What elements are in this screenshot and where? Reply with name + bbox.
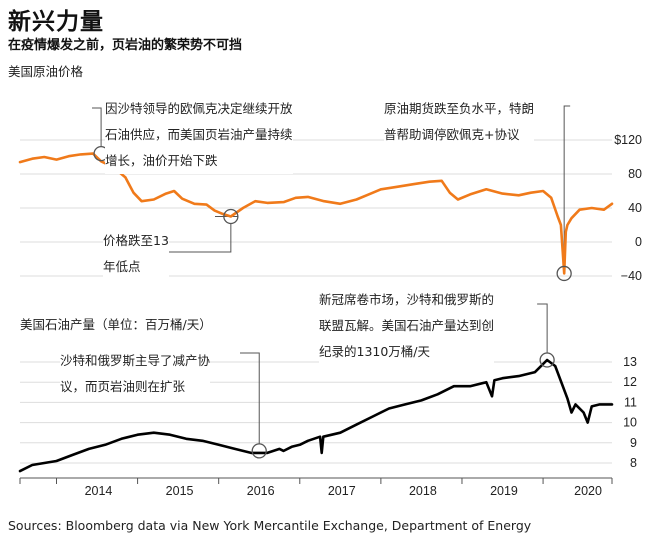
annotation-leader-production-cut xyxy=(240,352,260,444)
annotation-production-cut-line-2: 议，而页岩油则在扩张 xyxy=(60,379,186,394)
annotation-leader-opec-supply xyxy=(92,107,102,147)
price-y-tick-label: 80 xyxy=(628,167,642,181)
annotation-covid-collapse-line-1: 新冠席卷市场，沙特和俄罗斯的 xyxy=(319,292,495,307)
production-y-tick-label: 11 xyxy=(624,395,637,409)
annotation-covid-collapse-line-2: 联盟瓦解。美国石油产量达到创 xyxy=(319,318,495,333)
price-y-tick-label: 40 xyxy=(628,201,642,215)
marker-circle-covid-collapse xyxy=(539,352,555,368)
annotation-opec-supply-line-3: 增长，油价开始下跌 xyxy=(105,153,218,168)
x-axis-year-label: 2020 xyxy=(574,484,602,498)
annotation-13-year-low-line-2: 年低点 xyxy=(103,259,141,274)
chart-title: 新兴力量 xyxy=(8,9,104,35)
price-y-tick-label: −40 xyxy=(621,269,642,283)
x-axis-year-label: 2017 xyxy=(328,484,356,498)
production-y-tick-label: 10 xyxy=(623,416,637,430)
annotation-leader-negative-futures xyxy=(563,105,571,267)
annotation-leader-covid-collapse xyxy=(537,303,548,353)
marker-circle-negative-futures xyxy=(556,265,572,282)
production-y-tick-label: 12 xyxy=(623,375,637,389)
x-axis-year-label: 2015 xyxy=(166,484,194,498)
x-axis-year-label: 2014 xyxy=(85,484,113,498)
oil-price-line xyxy=(18,152,614,275)
marker-circle-13-year-low xyxy=(223,208,239,225)
annotation-negative-futures-line-2: 普帮助调停欧佩克+协议 xyxy=(384,127,520,142)
annotation-opec-supply-line-1: 因沙特领导的欧佩克决定继续开放 xyxy=(105,101,293,116)
annotation-negative-futures: 原油期货跌至负水平，特朗 普帮助调停欧佩克+协议 xyxy=(384,96,535,148)
production-panel-title: 美国石油产量（单位：百万桶/天） xyxy=(20,317,212,332)
annotation-13-year-low-line-1: 价格跌至13 xyxy=(103,233,169,248)
price-y-tick-label: $120 xyxy=(614,133,642,147)
marker-circle-production-cut xyxy=(251,443,267,459)
price-y-tick-label: 0 xyxy=(635,235,642,249)
annotation-opec-supply: 因沙特领导的欧佩克决定继续开放 石油供应，而美国页岩油产量持续 增长，油价开始下… xyxy=(105,96,293,174)
annotation-covid-collapse-line-3: 纪录的1310万桶/天 xyxy=(319,344,431,359)
x-axis-year-label: 2018 xyxy=(409,484,437,498)
production-y-tick-label: 8 xyxy=(630,456,637,470)
source-note: Sources: Bloomberg data via New York Mer… xyxy=(8,518,532,533)
oil-price-panel-title: 美国原油价格 xyxy=(8,64,84,79)
annotation-production-cut-line-1: 沙特和俄罗斯主导了减产协 xyxy=(60,353,211,368)
x-axis-year-label: 2016 xyxy=(247,484,275,498)
production-y-tick-label: 9 xyxy=(630,436,637,450)
oil-production-line xyxy=(18,358,614,473)
annotation-production-cut: 沙特和俄罗斯主导了减产协 议，而页岩油则在扩张 xyxy=(60,348,211,400)
chart-subtitle: 在疫情爆发之前，页岩油的繁荣势不可挡 xyxy=(8,38,243,53)
annotation-negative-futures-line-1: 原油期货跌至负水平，特朗 xyxy=(384,101,535,116)
annotation-opec-supply-line-2: 石油供应，而美国页岩油产量持续 xyxy=(105,127,293,142)
annotation-covid-collapse: 新冠席卷市场，沙特和俄罗斯的 联盟瓦解。美国石油产量达到创 纪录的1310万桶/… xyxy=(319,287,495,365)
x-axis-year-label: 2019 xyxy=(490,484,518,498)
production-y-tick-label: 13 xyxy=(623,355,637,369)
annotation-13-year-low: 价格跌至13 年低点 xyxy=(103,228,169,280)
